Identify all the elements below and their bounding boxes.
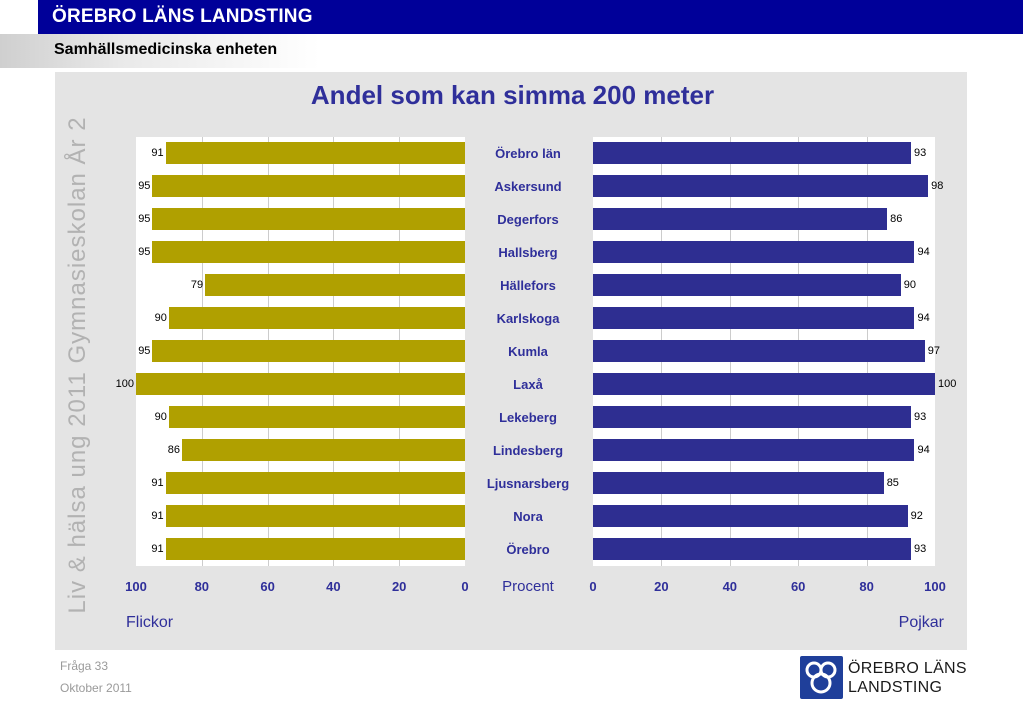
x-tick-label-flickor: 0 bbox=[461, 579, 469, 594]
bar-flickor bbox=[152, 340, 465, 362]
x-tick-label-pojkar: 60 bbox=[790, 579, 806, 594]
data-label-pojkar: 97 bbox=[927, 345, 940, 357]
data-label-flickor: 79 bbox=[190, 279, 204, 291]
logo-mark-icon bbox=[800, 656, 843, 699]
x-tick-label-flickor: 20 bbox=[391, 579, 407, 594]
bar-pojkar bbox=[593, 208, 888, 230]
footer-question: Fråga 33 bbox=[60, 659, 109, 673]
data-label-pojkar: 94 bbox=[917, 246, 930, 258]
category-label: Hallsberg bbox=[498, 245, 558, 260]
bar-flickor bbox=[165, 142, 465, 164]
bar-flickor bbox=[168, 307, 465, 329]
category-label: Hällefors bbox=[500, 278, 556, 293]
bar-flickor bbox=[182, 439, 465, 461]
bar-pojkar bbox=[593, 505, 908, 527]
x-tick-label-pojkar: 0 bbox=[589, 579, 597, 594]
data-label-flickor: 90 bbox=[154, 411, 167, 423]
category-label: Laxå bbox=[513, 377, 543, 392]
data-label-pojkar: 86 bbox=[890, 213, 903, 225]
category-label: Lekeberg bbox=[499, 410, 557, 425]
x-tick-label-flickor: 80 bbox=[194, 579, 210, 594]
bar-flickor bbox=[152, 241, 465, 263]
category-label: Kumla bbox=[508, 344, 548, 359]
bar-pojkar bbox=[593, 439, 915, 461]
legend-pojkar: Pojkar bbox=[898, 614, 944, 631]
data-label-flickor: 91 bbox=[151, 510, 164, 522]
bar-flickor bbox=[205, 274, 465, 296]
x-tick-label-pojkar: 40 bbox=[722, 579, 738, 594]
data-label-pojkar: 85 bbox=[886, 477, 899, 489]
bar-pojkar bbox=[593, 538, 912, 560]
data-label-flickor: 91 bbox=[151, 147, 164, 159]
data-label-pojkar: 92 bbox=[910, 510, 923, 522]
top-bar-band bbox=[38, 0, 1023, 34]
footer-date: Oktober 2011 bbox=[60, 681, 132, 695]
bar-flickor bbox=[152, 208, 465, 230]
data-label-flickor: 91 bbox=[151, 477, 164, 489]
x-axis-label: Procent bbox=[502, 578, 554, 595]
data-label-flickor: 95 bbox=[138, 345, 151, 357]
x-tick-label-pojkar: 20 bbox=[654, 579, 669, 594]
top-bar: ÖREBRO LÄNS LANDSTING bbox=[0, 0, 1023, 34]
x-tick-label-flickor: 100 bbox=[125, 579, 147, 594]
bar-pojkar bbox=[593, 406, 912, 428]
category-label: Örebro bbox=[506, 542, 550, 557]
data-label-pojkar: 93 bbox=[914, 543, 927, 555]
chart-title: Andel som kan simma 200 meter bbox=[310, 80, 715, 110]
unit-title: Samhällsmedicinska enheten bbox=[54, 41, 278, 58]
data-label-flickor: 86 bbox=[167, 444, 181, 456]
category-label: Askersund bbox=[494, 179, 562, 194]
bar-flickor bbox=[168, 406, 465, 428]
bar-pojkar bbox=[593, 175, 929, 197]
data-label-pojkar: 94 bbox=[917, 444, 930, 456]
x-tick-label-pojkar: 100 bbox=[924, 579, 946, 594]
category-label: Nora bbox=[513, 509, 543, 524]
logo-text-line1: ÖREBRO LÄNS bbox=[848, 660, 967, 677]
x-tick-label-flickor: 40 bbox=[326, 579, 341, 594]
org-title: ÖREBRO LÄNS LANDSTING bbox=[52, 6, 313, 27]
sub-bar bbox=[0, 34, 1023, 68]
category-label: Lindesberg bbox=[492, 443, 564, 458]
data-label-pojkar: 93 bbox=[914, 147, 927, 159]
bar-pojkar bbox=[593, 307, 915, 329]
bar-pojkar bbox=[593, 274, 901, 296]
bar-flickor bbox=[136, 373, 465, 395]
bar-flickor bbox=[165, 538, 465, 560]
data-label-flickor: 90 bbox=[154, 312, 167, 324]
category-label: Örebro län bbox=[495, 146, 561, 161]
bar-pojkar bbox=[593, 373, 935, 395]
legend-flickor: Flickor bbox=[126, 614, 174, 631]
bar-flickor bbox=[152, 175, 465, 197]
category-label: Karlskoga bbox=[496, 311, 560, 326]
bar-pojkar bbox=[593, 142, 912, 164]
bar-flickor bbox=[165, 472, 465, 494]
x-tick-label-flickor: 60 bbox=[260, 579, 275, 594]
x-tick-label-pojkar: 80 bbox=[859, 579, 874, 594]
data-label-flickor: 95 bbox=[138, 213, 151, 225]
category-label: Ljusnarsberg bbox=[486, 476, 570, 491]
category-label: Degerfors bbox=[497, 212, 559, 227]
data-label-pojkar: 100 bbox=[938, 378, 957, 390]
data-label-flickor: 91 bbox=[151, 543, 164, 555]
bar-flickor bbox=[165, 505, 465, 527]
data-label-pojkar: 93 bbox=[914, 411, 927, 423]
bar-pojkar bbox=[593, 340, 925, 362]
bar-pojkar bbox=[593, 472, 884, 494]
data-label-pojkar: 90 bbox=[903, 279, 917, 291]
data-label-flickor: 100 bbox=[115, 378, 134, 390]
data-label-flickor: 95 bbox=[138, 246, 151, 258]
logo-text-line2: LANDSTING bbox=[848, 679, 943, 696]
data-label-pojkar: 94 bbox=[917, 312, 930, 324]
data-label-flickor: 95 bbox=[138, 180, 151, 192]
data-label-pojkar: 98 bbox=[931, 180, 944, 192]
survey-side-label: Liv & hälsa ung 2011 Gymnasieskolan År 2 bbox=[64, 116, 91, 614]
bar-pojkar bbox=[593, 241, 915, 263]
